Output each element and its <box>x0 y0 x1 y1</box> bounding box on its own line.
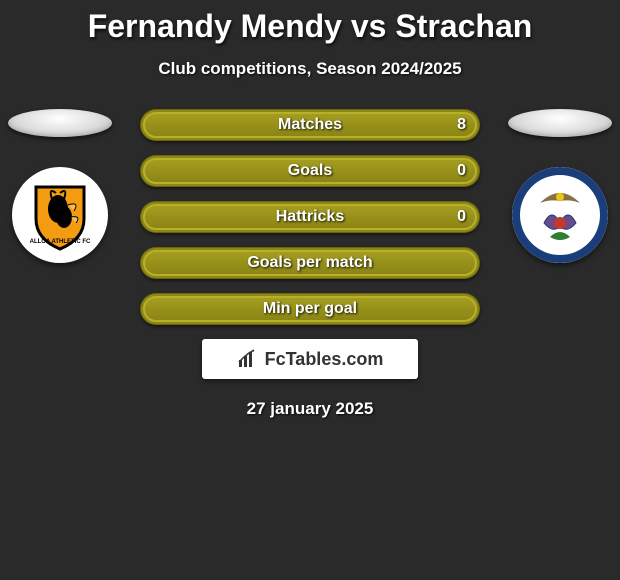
stat-value-right: 0 <box>457 162 466 180</box>
bar-chart-icon <box>237 348 259 370</box>
right-side <box>508 109 612 263</box>
stat-bar-min-per-goal: Min per goal <box>140 293 480 325</box>
inverness-ct-crest <box>512 167 608 263</box>
stat-label: Min per goal <box>263 300 357 318</box>
club-crest-icon: ALLOA ATHLETIC FC <box>12 167 108 263</box>
stat-bar-matches: Matches 8 <box>140 109 480 141</box>
stat-value-right: 8 <box>457 116 466 134</box>
stat-label: Goals <box>288 162 332 180</box>
club-crest-icon <box>512 167 608 263</box>
left-side: ALLOA ATHLETIC FC <box>8 109 112 263</box>
stat-value-right: 0 <box>457 208 466 226</box>
stat-label: Hattricks <box>276 208 344 226</box>
stat-bar-goals-per-match: Goals per match <box>140 247 480 279</box>
alloa-athletic-crest: ALLOA ATHLETIC FC <box>12 167 108 263</box>
comparison-stage: ALLOA ATHLETIC FC Match <box>0 109 620 419</box>
crest-wrap-right <box>508 167 612 263</box>
spotlight-left <box>8 109 112 137</box>
brand-text: FcTables.com <box>265 349 384 370</box>
stat-bar-goals: Goals 0 <box>140 155 480 187</box>
page-subtitle: Club competitions, Season 2024/2025 <box>0 59 620 79</box>
brand-box: FcTables.com <box>202 339 418 379</box>
stat-label: Goals per match <box>247 254 372 272</box>
crest-wrap-left: ALLOA ATHLETIC FC <box>8 167 112 263</box>
stat-label: Matches <box>278 116 342 134</box>
svg-text:ALLOA ATHLETIC FC: ALLOA ATHLETIC FC <box>30 239 91 245</box>
stat-bar-hattricks: Hattricks 0 <box>140 201 480 233</box>
spotlight-right <box>508 109 612 137</box>
stat-bars: Matches 8 Goals 0 Hattricks 0 Goals per … <box>140 109 480 325</box>
date-text: 27 january 2025 <box>0 399 620 419</box>
page-title: Fernandy Mendy vs Strachan <box>0 0 620 45</box>
